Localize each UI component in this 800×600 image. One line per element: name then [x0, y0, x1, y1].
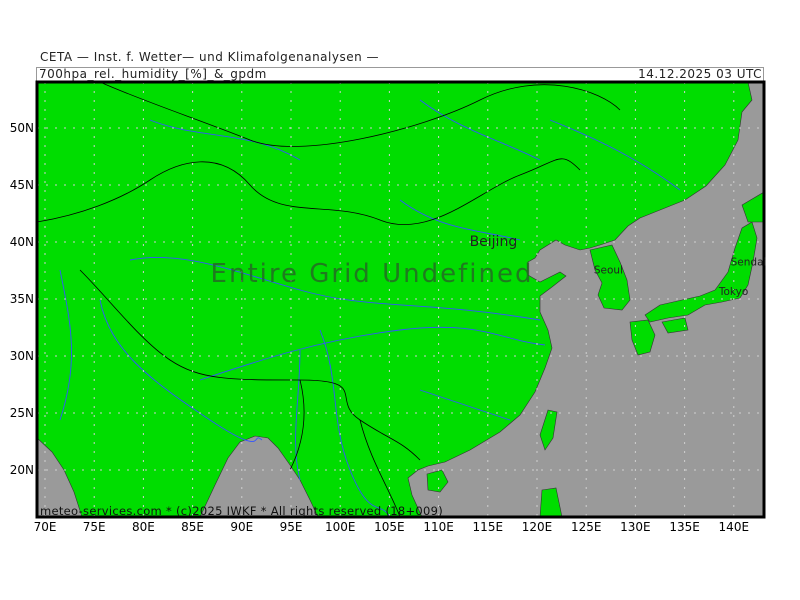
lat-lon-grid: [37, 82, 764, 517]
copyright-footer: meteo-services.com * (c)2025 IWKF * All …: [40, 504, 443, 518]
parameter-label: 700hpa_rel._humidity_[%]_&_gpdm: [39, 67, 267, 81]
kyushu-land: [629, 319, 656, 356]
lon-label: 75E: [83, 520, 106, 534]
lon-label: 115E: [473, 520, 504, 534]
hainan-land: [426, 469, 449, 493]
lon-label: 95E: [280, 520, 303, 534]
shikoku-land: [661, 317, 689, 334]
city-label: Tokyo: [718, 286, 748, 298]
lat-label: 30N: [10, 349, 34, 363]
valid-time: 14.12.2025 03 UTC: [638, 67, 762, 81]
rivers: [59, 99, 681, 517]
lat-label: 45N: [10, 178, 34, 192]
institute-title: CETA — Inst. f. Wetter— und Klimafolgena…: [40, 50, 380, 64]
lat-label: 50N: [10, 121, 34, 135]
lat-label: 20N: [10, 463, 34, 477]
axis-labels: 70E 75E 80E 85E 90E 95E 100E 105E 110E 115E 120E 12…: [10, 121, 749, 534]
hokkaido-land: [741, 191, 764, 223]
luzon-land: [539, 487, 563, 517]
lon-label: 105E: [374, 520, 405, 534]
lon-label: 80E: [132, 520, 155, 534]
lon-label: 120E: [522, 520, 553, 534]
lon-label: 85E: [181, 520, 204, 534]
country-borders: [37, 82, 621, 517]
korea-land: [589, 244, 631, 311]
lon-label: 140E: [719, 520, 750, 534]
overlay-message: Entire Grid Undefined: [211, 259, 534, 289]
lon-label: 100E: [325, 520, 356, 534]
header-bar: [36, 67, 764, 81]
city-labels: Beijing Seoul Sendai Tokyo: [470, 234, 767, 298]
lat-label: 35N: [10, 292, 34, 306]
lat-label: 25N: [10, 406, 34, 420]
city-label: Beijing: [470, 234, 518, 250]
honshu-land: [644, 221, 758, 323]
map-frame: [35, 80, 766, 519]
city-label: Sendai: [731, 256, 767, 268]
taiwan-land: [539, 409, 558, 451]
lat-label: 40N: [10, 235, 34, 249]
lon-label: 110E: [423, 520, 454, 534]
mainland-land: [37, 82, 753, 517]
lon-label: 90E: [230, 520, 253, 534]
lon-label: 70E: [34, 520, 57, 534]
lon-label: 125E: [571, 520, 602, 534]
lon-label: 135E: [669, 520, 700, 534]
lon-label: 130E: [620, 520, 651, 534]
city-label: Seoul: [594, 264, 623, 276]
